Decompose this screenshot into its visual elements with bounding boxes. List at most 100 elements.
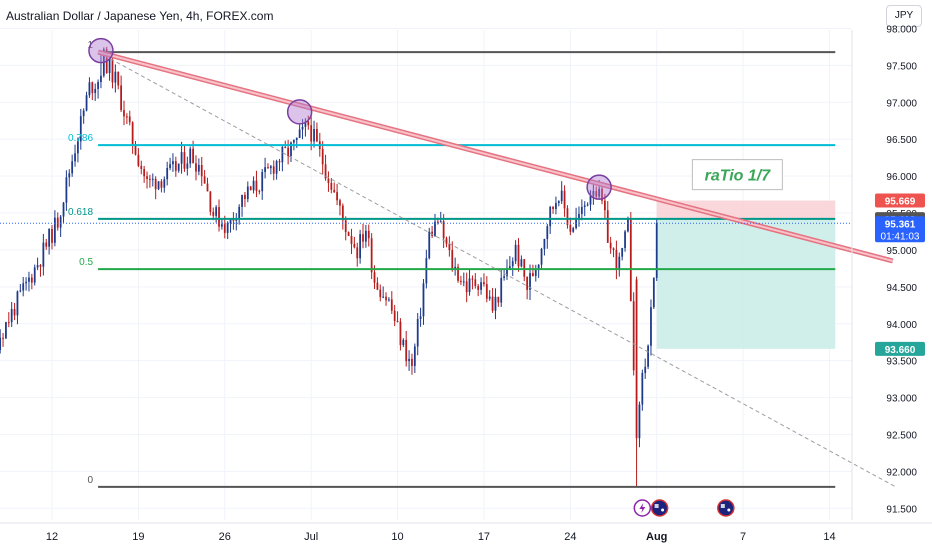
candle bbox=[650, 299, 652, 356]
touch-point-circle[interactable] bbox=[286, 99, 313, 125]
candle-body bbox=[174, 161, 177, 171]
candle-body bbox=[163, 179, 166, 188]
dashed-trend-line[interactable] bbox=[97, 51, 896, 488]
candle-body bbox=[10, 308, 13, 323]
candle bbox=[578, 206, 580, 227]
candle bbox=[82, 108, 85, 124]
candle bbox=[232, 212, 235, 230]
candle-body bbox=[508, 266, 511, 269]
candle-body bbox=[264, 167, 266, 172]
candle-body bbox=[290, 142, 292, 157]
au-flag-icon-disc bbox=[650, 499, 669, 517]
candle-body bbox=[221, 224, 223, 227]
candle bbox=[592, 182, 595, 205]
candle-body bbox=[298, 129, 301, 138]
candle bbox=[307, 115, 310, 130]
candle-body bbox=[39, 265, 42, 267]
candle-body bbox=[413, 346, 416, 366]
chart-title: Australian Dollar / Japanese Yen, 4h, FO… bbox=[6, 9, 274, 23]
touch-point-circle[interactable] bbox=[586, 174, 612, 200]
candle bbox=[336, 183, 338, 206]
candle-body bbox=[321, 149, 324, 165]
candle bbox=[362, 224, 364, 249]
candle-body bbox=[603, 200, 606, 211]
candle-body bbox=[22, 283, 25, 291]
candle-body bbox=[310, 125, 313, 142]
candle-body bbox=[434, 221, 436, 236]
candle-body bbox=[402, 339, 405, 346]
candle-body bbox=[448, 243, 451, 251]
candle-body bbox=[244, 194, 246, 200]
candle-body bbox=[249, 186, 252, 191]
candle-body bbox=[514, 244, 517, 262]
candle-body bbox=[341, 205, 344, 221]
candle bbox=[508, 256, 511, 270]
candle bbox=[19, 283, 22, 293]
candle bbox=[189, 146, 192, 168]
candle bbox=[140, 160, 143, 175]
candle-body bbox=[189, 148, 192, 164]
candle-body bbox=[488, 296, 491, 299]
candle bbox=[125, 113, 128, 125]
stop-loss-zone bbox=[656, 200, 836, 220]
candle-body bbox=[534, 269, 537, 276]
candle bbox=[298, 124, 301, 139]
candle-body bbox=[537, 264, 540, 270]
candle-body bbox=[382, 296, 385, 298]
candle bbox=[51, 224, 53, 250]
candle bbox=[583, 201, 586, 217]
candle-body bbox=[301, 126, 304, 130]
candle-body bbox=[172, 161, 174, 165]
candle-body bbox=[569, 224, 572, 232]
ratio-annotation[interactable]: raTio 1/7 bbox=[691, 159, 783, 191]
candle-body bbox=[560, 190, 563, 202]
candle bbox=[30, 273, 33, 290]
candle-body bbox=[197, 165, 200, 172]
candle bbox=[114, 64, 117, 93]
candle bbox=[655, 218, 658, 282]
candle bbox=[474, 273, 477, 289]
current-price-badge-bg bbox=[875, 216, 925, 243]
touch-point-circle[interactable] bbox=[88, 37, 114, 64]
candle bbox=[5, 321, 7, 340]
time-tick-label: 14 bbox=[823, 531, 835, 543]
candle bbox=[388, 297, 390, 302]
au-flag-icon[interactable] bbox=[717, 499, 735, 517]
time-tick-label: 19 bbox=[132, 531, 144, 543]
candle bbox=[624, 229, 626, 252]
candle-body bbox=[425, 258, 428, 284]
candle-body bbox=[25, 281, 27, 284]
candle-body bbox=[154, 178, 157, 190]
candle-body bbox=[255, 180, 258, 191]
candle bbox=[56, 212, 59, 231]
candle bbox=[186, 156, 189, 176]
candle-body bbox=[212, 211, 215, 216]
candle-body bbox=[595, 191, 598, 197]
candle bbox=[376, 277, 379, 291]
candle bbox=[120, 75, 123, 113]
candle-body bbox=[462, 281, 465, 283]
au-flag-icon[interactable] bbox=[650, 499, 669, 517]
candle-body bbox=[42, 242, 45, 267]
candle-body bbox=[359, 234, 362, 259]
au-flag-icon-canton bbox=[654, 504, 659, 508]
time-tick-label: Jul bbox=[304, 531, 318, 543]
currency-button[interactable]: JPY bbox=[886, 5, 922, 27]
lightning-icon[interactable] bbox=[633, 499, 652, 517]
candle bbox=[621, 247, 624, 261]
candle bbox=[480, 277, 482, 295]
candle bbox=[399, 318, 402, 351]
candle-body bbox=[390, 299, 393, 311]
candle bbox=[341, 203, 344, 230]
candle-body bbox=[235, 219, 238, 221]
candle bbox=[0, 329, 2, 354]
candle bbox=[295, 137, 298, 148]
candle-body bbox=[48, 228, 51, 247]
candle bbox=[244, 192, 246, 207]
candle-body bbox=[166, 168, 169, 180]
candle-body bbox=[143, 169, 146, 177]
candle bbox=[428, 227, 431, 260]
candle-body bbox=[123, 110, 125, 117]
candle-body bbox=[203, 176, 206, 184]
